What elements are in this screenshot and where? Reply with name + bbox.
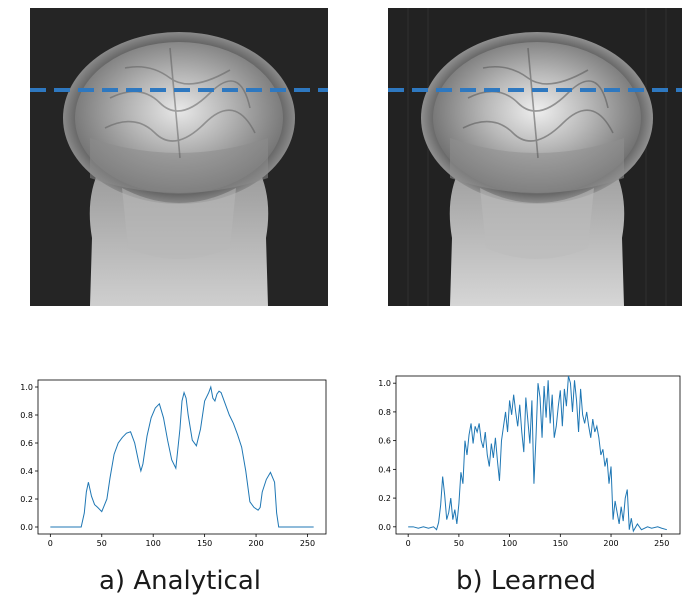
x-tick-label: 100 bbox=[502, 539, 517, 548]
caption-learned: b) Learned bbox=[455, 566, 597, 596]
x-tick-label: 100 bbox=[146, 539, 161, 548]
x-tick-label: 200 bbox=[603, 539, 618, 548]
y-tick-label: 0.4 bbox=[378, 465, 391, 474]
learned-reconstruction-image bbox=[388, 8, 682, 306]
learned-head-xray bbox=[388, 8, 682, 306]
caption-analytical: a) Analytical bbox=[98, 566, 262, 596]
analytical-reconstruction-image bbox=[30, 8, 328, 306]
x-tick-label: 150 bbox=[553, 539, 568, 548]
y-tick-label: 0.6 bbox=[378, 437, 391, 446]
x-tick-label: 150 bbox=[197, 539, 212, 548]
x-tick-label: 50 bbox=[454, 539, 464, 548]
y-tick-label: 0.0 bbox=[378, 523, 391, 532]
x-tick-label: 0 bbox=[406, 539, 411, 548]
y-tick-label: 0.8 bbox=[378, 408, 391, 417]
analytical-head-xray bbox=[30, 8, 328, 306]
y-tick-label: 0.8 bbox=[20, 411, 33, 420]
y-tick-label: 0.4 bbox=[20, 467, 33, 476]
x-tick-label: 200 bbox=[248, 539, 263, 548]
y-tick-label: 0.0 bbox=[20, 523, 33, 532]
y-tick-label: 0.2 bbox=[378, 494, 391, 503]
x-tick-label: 250 bbox=[300, 539, 315, 548]
plot-frame bbox=[395, 375, 681, 535]
y-tick-label: 1.0 bbox=[378, 379, 391, 388]
intensity-profile-line bbox=[50, 385, 314, 528]
x-tick-label: 250 bbox=[654, 539, 669, 548]
y-tick-label: 1.0 bbox=[20, 383, 33, 392]
analytical-profile-plot: 0 50 100 150 200 250 0.0 0.2 0.4 0.6 0.8 1.0 bbox=[20, 379, 327, 548]
y-tick-label: 0.6 bbox=[20, 439, 33, 448]
intensity-profile-line bbox=[408, 376, 667, 533]
x-tick-label: 0 bbox=[48, 539, 53, 548]
y-tick-label: 0.2 bbox=[20, 495, 33, 504]
learned-profile-plot: 0 50 100 150 200 250 0.0 0.2 0.4 0.6 0.8 1.0 bbox=[378, 375, 681, 548]
x-tick-label: 50 bbox=[97, 539, 107, 548]
